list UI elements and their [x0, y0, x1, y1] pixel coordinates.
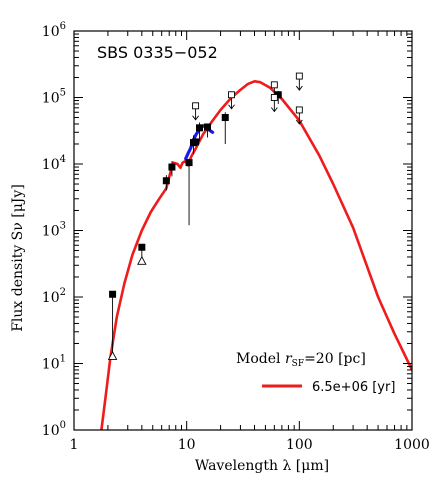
- triangle-point: [137, 255, 147, 265]
- detection-point: [192, 138, 200, 146]
- detection-point: [185, 159, 193, 167]
- x-tick-label: 10: [178, 437, 196, 453]
- tick-layer: 1 10 100 1000 100 101 102 103 104 105 106: [42, 21, 430, 453]
- upper-limit-arrowhead: [270, 107, 278, 113]
- plot-frame: [73, 30, 413, 431]
- detection-point: [109, 290, 117, 298]
- detection-point: [203, 123, 211, 131]
- y-tick-label: 101: [42, 354, 66, 373]
- x-tick-label: 100: [286, 437, 313, 453]
- triangle-point: [107, 350, 118, 360]
- x-axis-label: Wavelength λ [μm]: [195, 458, 329, 474]
- legend-entry-label: 6.5e+06 [yr]: [312, 380, 395, 395]
- upper-limit-point: [270, 81, 278, 89]
- y-axis-label: Flux density Sν [μJy]: [10, 184, 26, 332]
- detection-point: [138, 243, 146, 251]
- upper-limit-arrowhead: [295, 119, 303, 125]
- upper-limit-point: [295, 72, 303, 80]
- legend-title: Model rSF=20 [pc]: [236, 351, 366, 369]
- y-tick-label: 102: [42, 287, 66, 306]
- upper-limit-arrowhead: [192, 115, 199, 121]
- legend: Model rSF=20 [pc] 6.5e+06 [yr]: [236, 351, 395, 395]
- series-layer: [100, 80, 412, 430]
- y-tick-label: 105: [42, 88, 66, 107]
- upper-limit-arrowhead: [228, 104, 235, 110]
- model-sed-curve: [100, 80, 412, 430]
- upper-limit-arrowhead: [295, 85, 303, 91]
- marker-layer: [107, 72, 303, 360]
- upper-limit-point: [228, 91, 235, 99]
- y-tick-label: 100: [42, 420, 66, 439]
- y-tick-label: 103: [42, 221, 66, 240]
- detection-point: [274, 91, 282, 99]
- detection-point: [162, 177, 170, 185]
- detection-point: [221, 114, 229, 122]
- upper-limit-point: [192, 102, 200, 110]
- upper-limit-point: [295, 106, 303, 114]
- y-tick-label: 104: [42, 154, 66, 173]
- detection-point: [168, 163, 176, 171]
- x-tick-label: 1: [70, 437, 79, 453]
- chart-title: SBS 0335−052: [97, 43, 218, 62]
- x-tick-label: 1000: [394, 437, 430, 453]
- detection-point: [196, 124, 204, 132]
- upper-limit-point: [270, 94, 278, 101]
- y-tick-label: 106: [42, 21, 66, 40]
